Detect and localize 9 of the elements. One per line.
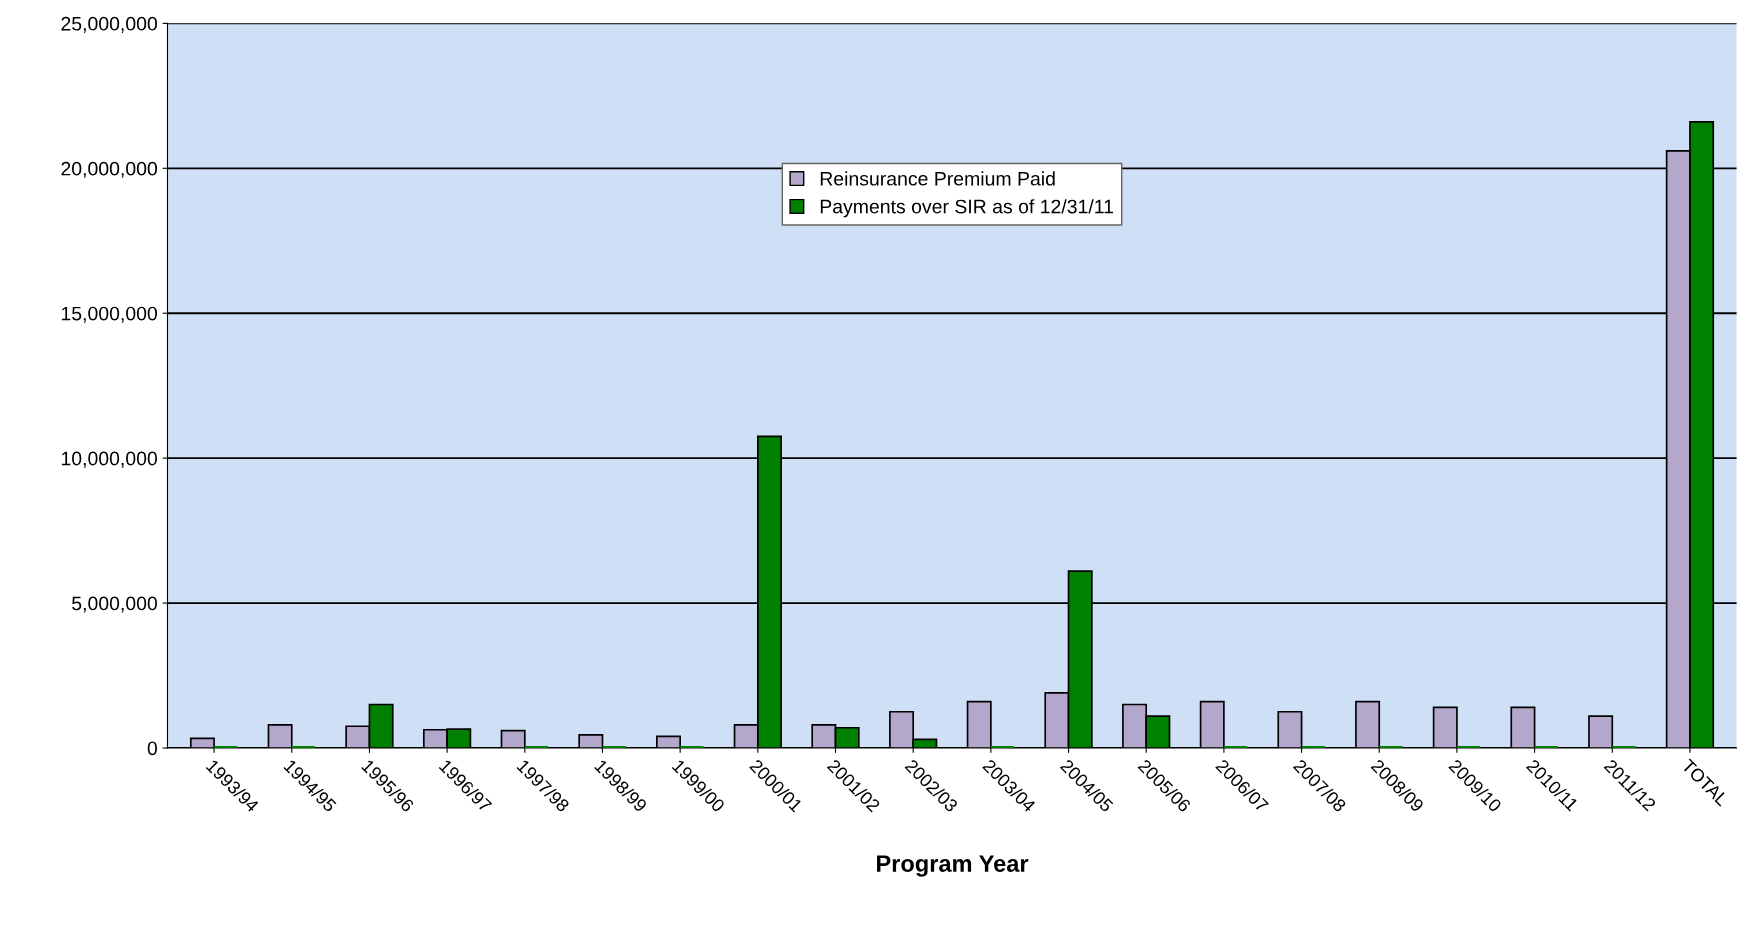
y-tick-label: 25,000,000: [61, 16, 158, 33]
legend-label: Payments over SIR as of 12/31/11: [820, 199, 1114, 218]
y-tick-label: 15,000,000: [61, 306, 158, 323]
y-tick-label: 20,000,000: [61, 161, 158, 178]
x-axis-title: Program Year: [877, 855, 1029, 877]
y-tick-label: 10,000,000: [61, 451, 158, 468]
y-tick-label: 5,000,000: [72, 596, 158, 613]
y-tick-label: 0: [147, 741, 157, 756]
legend-label: Reinsurance Premium Paid: [820, 171, 1055, 186]
